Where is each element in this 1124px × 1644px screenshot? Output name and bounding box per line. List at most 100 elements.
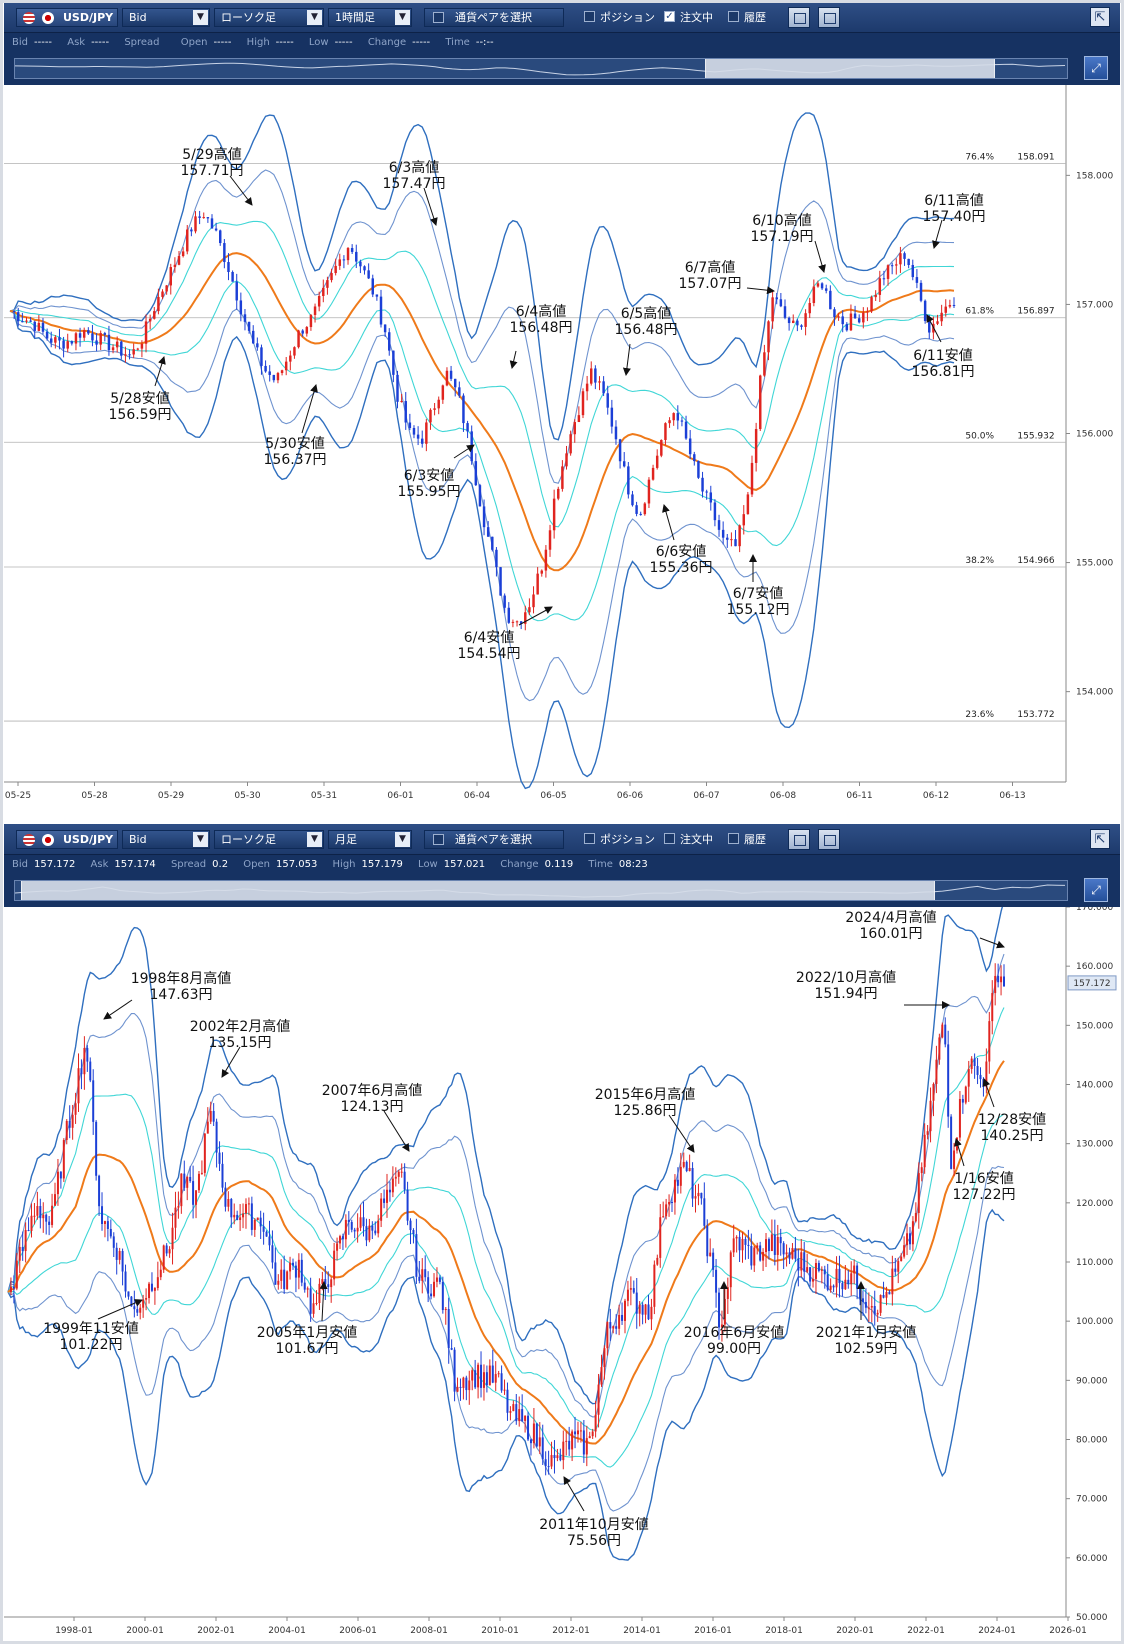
bearish-candle bbox=[70, 341, 74, 344]
positions-checkbox[interactable] bbox=[584, 833, 595, 844]
select-pair-checkbox[interactable] bbox=[433, 834, 444, 845]
bullish-candle bbox=[763, 352, 766, 376]
bullish-candle bbox=[800, 1252, 803, 1271]
price-type-select[interactable]: Bid ▼ bbox=[122, 8, 210, 27]
low-value: ----- bbox=[334, 37, 353, 48]
chevron-down-icon: ▼ bbox=[395, 832, 410, 847]
bullish-candle bbox=[626, 1289, 629, 1301]
range-navigator-track[interactable] bbox=[14, 880, 1068, 901]
range-window-handle[interactable] bbox=[705, 59, 995, 78]
bearish-candle bbox=[91, 333, 94, 341]
range-navigator-track[interactable] bbox=[14, 58, 1068, 79]
bearish-candle bbox=[465, 1377, 468, 1391]
annotation-label: 1/16安値 bbox=[954, 1171, 1013, 1187]
bullish-candle bbox=[665, 1204, 668, 1217]
fibonacci-price-label: 156.897 bbox=[1017, 307, 1054, 317]
bearish-candle bbox=[309, 1288, 312, 1314]
bullish-candle bbox=[850, 1273, 853, 1285]
bullish-candle bbox=[377, 1220, 380, 1234]
annotation-arrow bbox=[229, 175, 253, 206]
low-value: 157.021 bbox=[443, 859, 486, 870]
annotation-arrow bbox=[301, 384, 318, 434]
bullish-candle bbox=[577, 415, 581, 423]
bullish-candle bbox=[742, 514, 745, 526]
bearish-candle bbox=[973, 1058, 976, 1066]
currency-pair-button[interactable]: USD/JPY bbox=[16, 830, 118, 849]
x-tick-label: 05-25 bbox=[5, 791, 31, 801]
bullish-candle bbox=[770, 1234, 773, 1252]
bullish-candle bbox=[835, 1268, 838, 1288]
timeframe-select[interactable]: 1時間足 ▼ bbox=[328, 8, 412, 27]
history-checkbox[interactable] bbox=[728, 833, 739, 844]
bearish-candle bbox=[392, 350, 395, 375]
bullish-candle bbox=[876, 1312, 879, 1315]
chart-list-button[interactable] bbox=[818, 829, 840, 850]
bearish-candle bbox=[614, 426, 618, 440]
bearish-candle bbox=[383, 1198, 386, 1203]
select-pair-button[interactable]: 通貨ペアを選択 bbox=[424, 830, 564, 849]
timeframe-select[interactable]: 月足 ▼ bbox=[328, 830, 412, 849]
x-tick-label: 2006-01 bbox=[339, 1626, 377, 1636]
bearish-candle bbox=[300, 1259, 303, 1283]
orders-checkbox[interactable] bbox=[664, 833, 675, 844]
bullish-candle bbox=[99, 333, 102, 345]
select-pair-button[interactable]: 通貨ペアを選択 bbox=[424, 8, 564, 27]
bullish-candle bbox=[289, 355, 292, 362]
current-price-tag bbox=[1067, 975, 1117, 991]
chart-settings-button[interactable] bbox=[788, 829, 810, 850]
bearish-candle bbox=[639, 513, 642, 515]
bearish-candle bbox=[388, 332, 391, 351]
bearish-candle bbox=[541, 1437, 544, 1460]
bullish-candle bbox=[394, 1176, 397, 1179]
chart-settings-button[interactable] bbox=[788, 7, 810, 28]
chart-style-select[interactable]: ローソク足 ▼ bbox=[214, 8, 324, 27]
bullish-candle bbox=[153, 311, 156, 319]
history-label: 履歴 bbox=[744, 833, 766, 846]
collapse-icon[interactable]: ⇱ bbox=[1090, 829, 1110, 849]
bearish-candle bbox=[362, 1217, 365, 1227]
orders-checkbox[interactable]: ✓ bbox=[664, 11, 675, 22]
bullish-candle bbox=[293, 347, 296, 356]
currency-pair-button[interactable]: USD/JPY bbox=[16, 8, 118, 27]
history-checkbox[interactable] bbox=[728, 11, 739, 22]
price-type-select[interactable]: Bid ▼ bbox=[122, 830, 210, 849]
expand-chart-button[interactable]: ⤢ bbox=[1084, 56, 1108, 80]
bullish-candle bbox=[917, 1173, 920, 1213]
bearish-candle bbox=[466, 423, 469, 432]
bearish-candle bbox=[829, 290, 832, 310]
bearish-candle bbox=[121, 1251, 124, 1272]
select-pair-checkbox[interactable] bbox=[433, 12, 444, 23]
bearish-candle bbox=[734, 539, 737, 547]
bid-label: Bid bbox=[12, 37, 28, 48]
expand-chart-button[interactable]: ⤢ bbox=[1084, 878, 1108, 902]
chevron-down-icon: ▼ bbox=[193, 832, 208, 847]
bullish-candle bbox=[552, 498, 556, 531]
hourly-candlestick-chart[interactable]: 158.000 157.000 156.000 155.000 154.000 05-25… bbox=[4, 85, 1120, 810]
bullish-candle bbox=[194, 216, 197, 232]
monthly-chart-panel: USD/JPY Bid ▼ ローソク足 ▼ 月足 ▼ 通貨ペアを選択 ポジション 注文… bbox=[4, 824, 1120, 1640]
bullish-candle bbox=[159, 1269, 162, 1278]
collapse-icon[interactable]: ⇱ bbox=[1090, 7, 1110, 27]
x-tick-label: 06-05 bbox=[540, 791, 566, 801]
bullish-candle bbox=[812, 1278, 815, 1282]
annotation-arrow bbox=[563, 1476, 585, 1512]
bearish-candle bbox=[485, 1372, 488, 1386]
monthly-candlestick-chart[interactable]: 170.000 160.000 150.000 140.000 130.000 120.0… bbox=[4, 900, 1120, 1640]
bearish-candle bbox=[474, 1370, 477, 1388]
bearish-candle bbox=[379, 296, 383, 325]
annotation-value: 155.95円 bbox=[398, 484, 461, 500]
bearish-candle bbox=[890, 265, 894, 267]
positions-checkbox[interactable] bbox=[584, 11, 595, 22]
bullish-candle bbox=[276, 373, 280, 381]
bullish-candle bbox=[585, 383, 589, 392]
chart-style-select[interactable]: ローソク足 ▼ bbox=[214, 830, 324, 849]
chart-style-value: ローソク足 bbox=[221, 833, 276, 846]
bullish-candle bbox=[576, 1430, 579, 1435]
bearish-candle bbox=[632, 1288, 635, 1293]
chart-list-button[interactable] bbox=[818, 7, 840, 28]
bullish-candle bbox=[746, 494, 750, 515]
bollinger-upper-1sigma bbox=[7, 1007, 1005, 1431]
range-window-handle[interactable] bbox=[21, 881, 935, 900]
bearish-candle bbox=[112, 1236, 115, 1248]
bullish-candle bbox=[926, 1131, 929, 1135]
